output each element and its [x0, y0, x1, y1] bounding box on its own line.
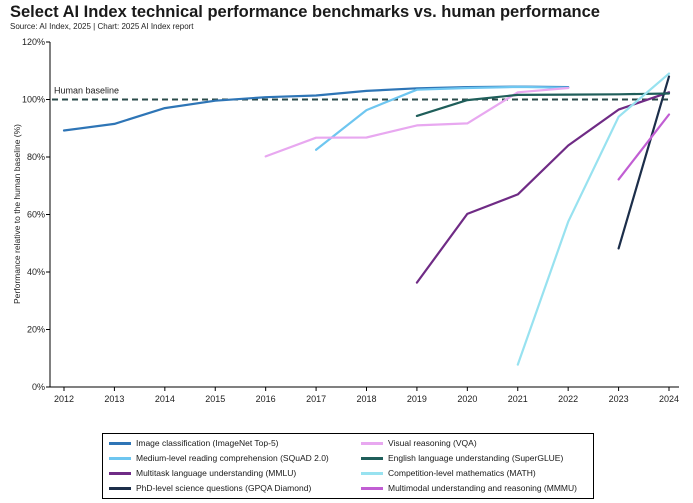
legend-swatch [109, 486, 131, 490]
legend-label: Competition-level mathematics (MATH) [388, 468, 536, 478]
legend-label: PhD-level science questions (GPQA Diamon… [136, 483, 312, 493]
x-tick-label: 2016 [256, 394, 276, 404]
y-tick-label: 100% [22, 95, 45, 105]
legend-item: Multitask language understanding (MMLU) [109, 466, 296, 480]
chart-subtitle: Source: AI Index, 2025 | Chart: 2025 AI … [10, 22, 194, 31]
legend-swatch [109, 456, 131, 460]
series-line-7 [516, 72, 671, 366]
legend: Image classification (ImageNet Top-5) Med… [102, 433, 594, 499]
line-chart: 0% 20% 40% 60% 80% 100% 120% 2012 2013 2014 2015 20… [12, 37, 679, 404]
legend-swatch [361, 456, 383, 460]
legend-label: Multimodal understanding and reasoning (… [388, 483, 577, 493]
series-line-5 [264, 86, 570, 158]
legend-label: Image classification (ImageNet Top-5) [136, 438, 279, 448]
x-tick-label: 2020 [457, 394, 477, 404]
legend-swatch [361, 441, 383, 445]
legend-label: Multitask language understanding (MMLU) [136, 468, 297, 478]
x-tick-label: 2019 [407, 394, 427, 404]
chart-title: Select AI Index technical performance be… [10, 3, 600, 21]
legend-swatch [361, 486, 383, 490]
x-tick-label: 2024 [659, 394, 679, 404]
legend-swatch [361, 471, 383, 475]
legend-swatch [109, 471, 131, 475]
y-tick-label: 0% [32, 382, 45, 392]
y-tick-label: 40% [27, 267, 45, 277]
x-tick-label: 2022 [558, 394, 578, 404]
y-tick-label: 120% [22, 37, 45, 47]
x-tick-label: 2023 [609, 394, 629, 404]
x-tick-label: 2018 [356, 394, 376, 404]
x-tick-label: 2021 [508, 394, 528, 404]
series-line-6 [415, 92, 671, 118]
legend-item: Medium-level reading comprehension (SQuA… [109, 451, 329, 465]
y-tick-label: 20% [27, 325, 45, 335]
x-tick-label: 2013 [104, 394, 124, 404]
series-line-4 [617, 75, 671, 250]
legend-item: English language understanding (SuperGLU… [361, 451, 563, 465]
legend-item: Competition-level mathematics (MATH) [361, 466, 536, 480]
legend-label: Visual reasoning (VQA) [388, 438, 477, 448]
y-tick-label: 80% [27, 152, 45, 162]
legend-item: PhD-level science questions (GPQA Diamon… [109, 481, 311, 495]
y-axis-label: Performance relative to the human baseli… [12, 124, 22, 304]
legend-swatch [109, 441, 131, 445]
legend-item: Visual reasoning (VQA) [361, 436, 477, 450]
x-tick-label: 2017 [306, 394, 326, 404]
series-line-2 [315, 85, 570, 151]
legend-label: Medium-level reading comprehension (SQuA… [136, 453, 329, 463]
y-tick-label: 60% [27, 210, 45, 220]
legend-label: English language understanding (SuperGLU… [388, 453, 564, 463]
x-tick-label: 2014 [155, 394, 175, 404]
legend-item: Multimodal understanding and reasoning (… [361, 481, 577, 495]
human-baseline-label: Human baseline [54, 86, 119, 96]
series-line-8 [617, 113, 671, 181]
x-tick-label: 2015 [205, 394, 225, 404]
series-line-3 [415, 91, 671, 284]
x-tick-label: 2012 [54, 394, 74, 404]
legend-item: Image classification (ImageNet Top-5) [109, 436, 279, 450]
